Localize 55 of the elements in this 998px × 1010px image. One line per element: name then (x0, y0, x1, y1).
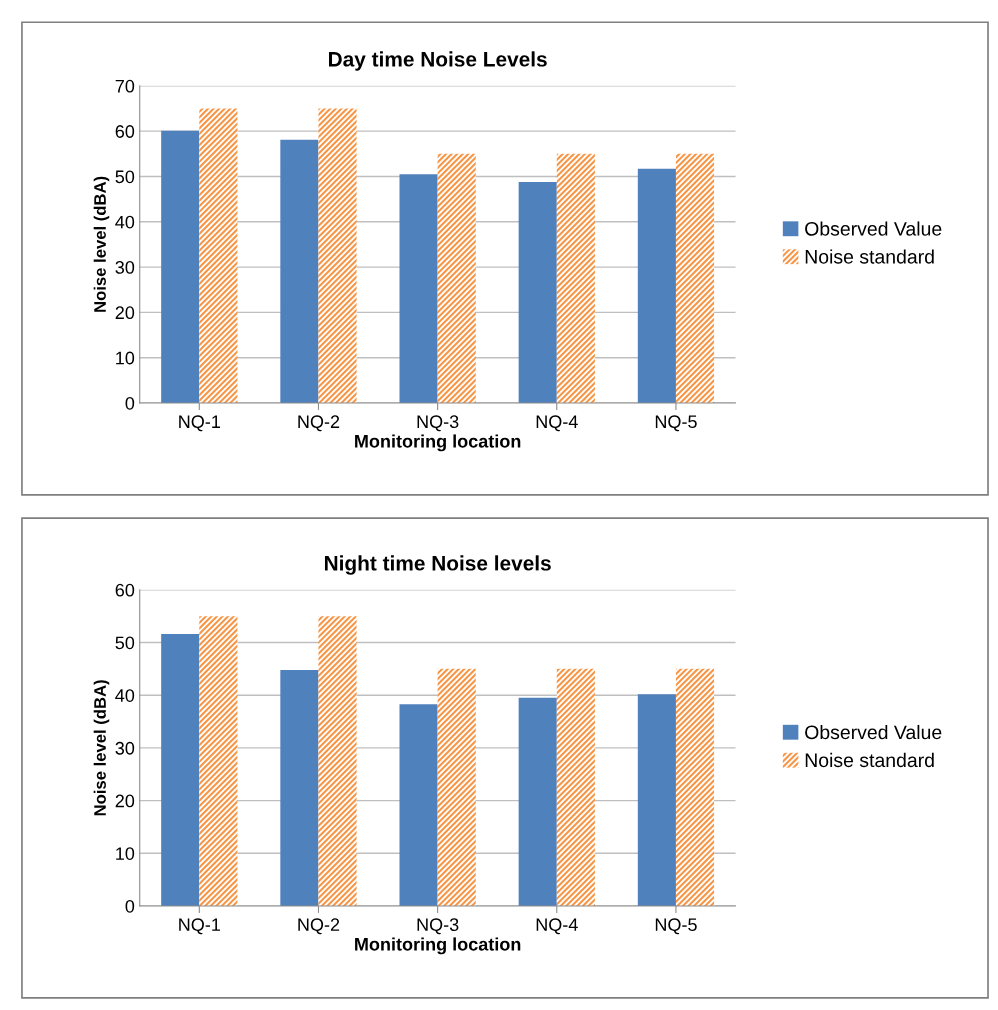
y-tick-label: 40 (115, 689, 135, 702)
x-tick-label: NQ-2 (298, 918, 340, 935)
x-tick-label: NQ-3 (417, 918, 459, 935)
bar (161, 634, 200, 906)
bar (675, 153, 715, 403)
y-axis-title: Noise level (dBA) (93, 176, 110, 312)
bar (280, 669, 319, 906)
y-tick-label: 0 (125, 899, 135, 913)
bar (518, 181, 557, 403)
y-tick-label: 20 (115, 794, 135, 808)
bar (399, 704, 438, 906)
bar (637, 694, 676, 906)
bar (675, 668, 715, 906)
y-tick-label: 70 (115, 79, 135, 93)
bar (437, 668, 476, 906)
legend-label: Observed Value (805, 221, 942, 236)
bar (437, 153, 476, 403)
x-tick-label: NQ-4 (536, 918, 578, 935)
x-tick-label: NQ-5 (655, 415, 697, 432)
x-axis-title: Monitoring location (355, 434, 521, 452)
x-tick-label: NQ-3 (417, 415, 459, 432)
y-tick-label: 20 (115, 306, 135, 320)
y-tick-label: 60 (115, 583, 135, 597)
y-tick-label: 40 (115, 215, 135, 229)
bar (280, 139, 319, 403)
bar (318, 616, 357, 906)
bar (637, 168, 676, 403)
x-axis-title: Monitoring location (355, 937, 521, 955)
bar (199, 108, 238, 403)
y-tick-label: 30 (115, 261, 135, 274)
y-tick-label: 60 (115, 125, 135, 138)
x-tick-label: NQ-5 (655, 918, 697, 935)
x-tick-label: NQ-2 (298, 415, 340, 432)
x-tick-label: NQ-4 (536, 415, 578, 432)
y-axis-title: Noise level (dBA) (93, 680, 110, 816)
bar (518, 697, 557, 906)
legend-label: Noise standard (805, 249, 934, 264)
x-tick-label: NQ-1 (179, 918, 220, 935)
chart-title: Day time Noise Levels (329, 51, 547, 71)
x-tick-label: NQ-1 (179, 415, 220, 432)
y-tick-label: 10 (116, 847, 135, 860)
bar (556, 668, 595, 906)
legend-label: Noise standard (805, 752, 934, 768)
chart-title: Night time Noise levels (324, 555, 551, 575)
bar (318, 108, 357, 403)
y-tick-label: 50 (115, 636, 135, 650)
bar (556, 153, 595, 403)
bar (199, 616, 238, 906)
y-tick-label: 50 (115, 170, 135, 184)
y-tick-label: 10 (116, 351, 135, 365)
bar (161, 130, 200, 403)
legend-label: Observed Value (805, 724, 942, 740)
y-tick-label: 0 (125, 396, 135, 410)
y-tick-label: 30 (115, 741, 135, 755)
bar (399, 174, 438, 403)
